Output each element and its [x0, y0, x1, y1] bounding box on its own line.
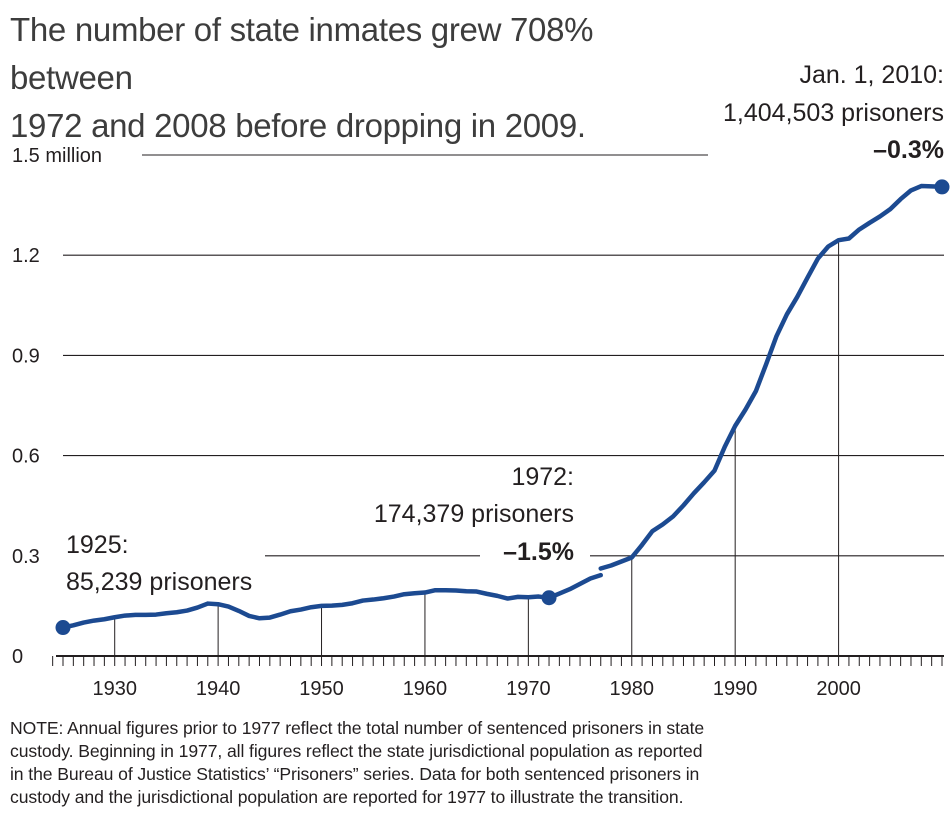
series-line-jurisdictional — [598, 183, 945, 571]
chart-title-line-1: The number of state inmates grew 708% be… — [10, 11, 594, 96]
x-tick-label: 1930 — [92, 678, 137, 700]
x-tick-label: 1940 — [196, 678, 241, 700]
line-chart: 0.3 0.6 0.9 1.2 1.5 million 0 1930 1940 1950 1960… — [12, 61, 950, 700]
y-tick-label: 0.3 — [12, 546, 40, 568]
x-tick-label: 1980 — [610, 678, 655, 700]
x-tick-label: 1950 — [299, 678, 344, 700]
chart-title: The number of state inmates grew 708% be… — [10, 6, 710, 150]
chart-title-line-2: 1972 and 2008 before dropping in 2009. — [10, 107, 586, 144]
data-point-2010 — [934, 179, 950, 195]
annotation-2010: Jan. 1, 2010: 1,404,503 prisoners –0.3% — [723, 61, 944, 164]
note-line-2: custody. Beginning in 1977, all figures … — [10, 741, 703, 761]
x-tick-label: 1990 — [713, 678, 758, 700]
x-tick-label: 2000 — [816, 678, 861, 700]
highlight-points — [55, 179, 950, 636]
y-tick-label: 1.5 million — [12, 145, 102, 167]
y-tick-label: 0.6 — [12, 446, 40, 468]
series-line-sentenced — [60, 572, 603, 630]
y-tick-label: 0.9 — [12, 345, 40, 367]
annotation-2010-line-1: Jan. 1, 2010: — [799, 61, 944, 89]
annotation-2010-line-2: 1,404,503 prisoners — [723, 99, 944, 127]
data-point-1972 — [541, 590, 557, 606]
annotation-1972-change: –1.5% — [503, 538, 574, 566]
y-tick-label: 0 — [12, 646, 23, 668]
annotation-1972-line-2: 174,379 prisoners — [374, 500, 574, 528]
note-line-1: NOTE: Annual figures prior to 1977 refle… — [10, 718, 705, 738]
annotation-1972: 1972: 174,379 prisoners –1.5% — [374, 463, 574, 566]
x-tick-label: 1970 — [506, 678, 551, 700]
data-point-1925 — [55, 620, 71, 636]
note-line-4: custody and the jurisdictional populatio… — [10, 787, 684, 807]
x-tick-label: 1960 — [403, 678, 448, 700]
annotation-1925-line-2: 85,239 prisoners — [66, 568, 252, 596]
annotation-1925-line-1: 1925: — [66, 531, 129, 559]
y-tick-label: 1.2 — [12, 245, 40, 267]
axis-labels: 0.3 0.6 0.9 1.2 1.5 million 0 1930 1940 1950 1960… — [12, 145, 861, 700]
x-axis — [52, 655, 944, 666]
annotation-1925: 1925: 85,239 prisoners — [66, 531, 252, 596]
gridlines — [63, 154, 944, 656]
annotation-1972-line-1: 1972: — [511, 463, 574, 491]
chart-note: NOTE: Annual figures prior to 1977 refle… — [10, 717, 930, 809]
annotation-2010-change: –0.3% — [873, 136, 944, 164]
series-lines — [60, 183, 945, 630]
note-line-3: in the Bureau of Justice Statistics’ “Pr… — [10, 764, 700, 784]
